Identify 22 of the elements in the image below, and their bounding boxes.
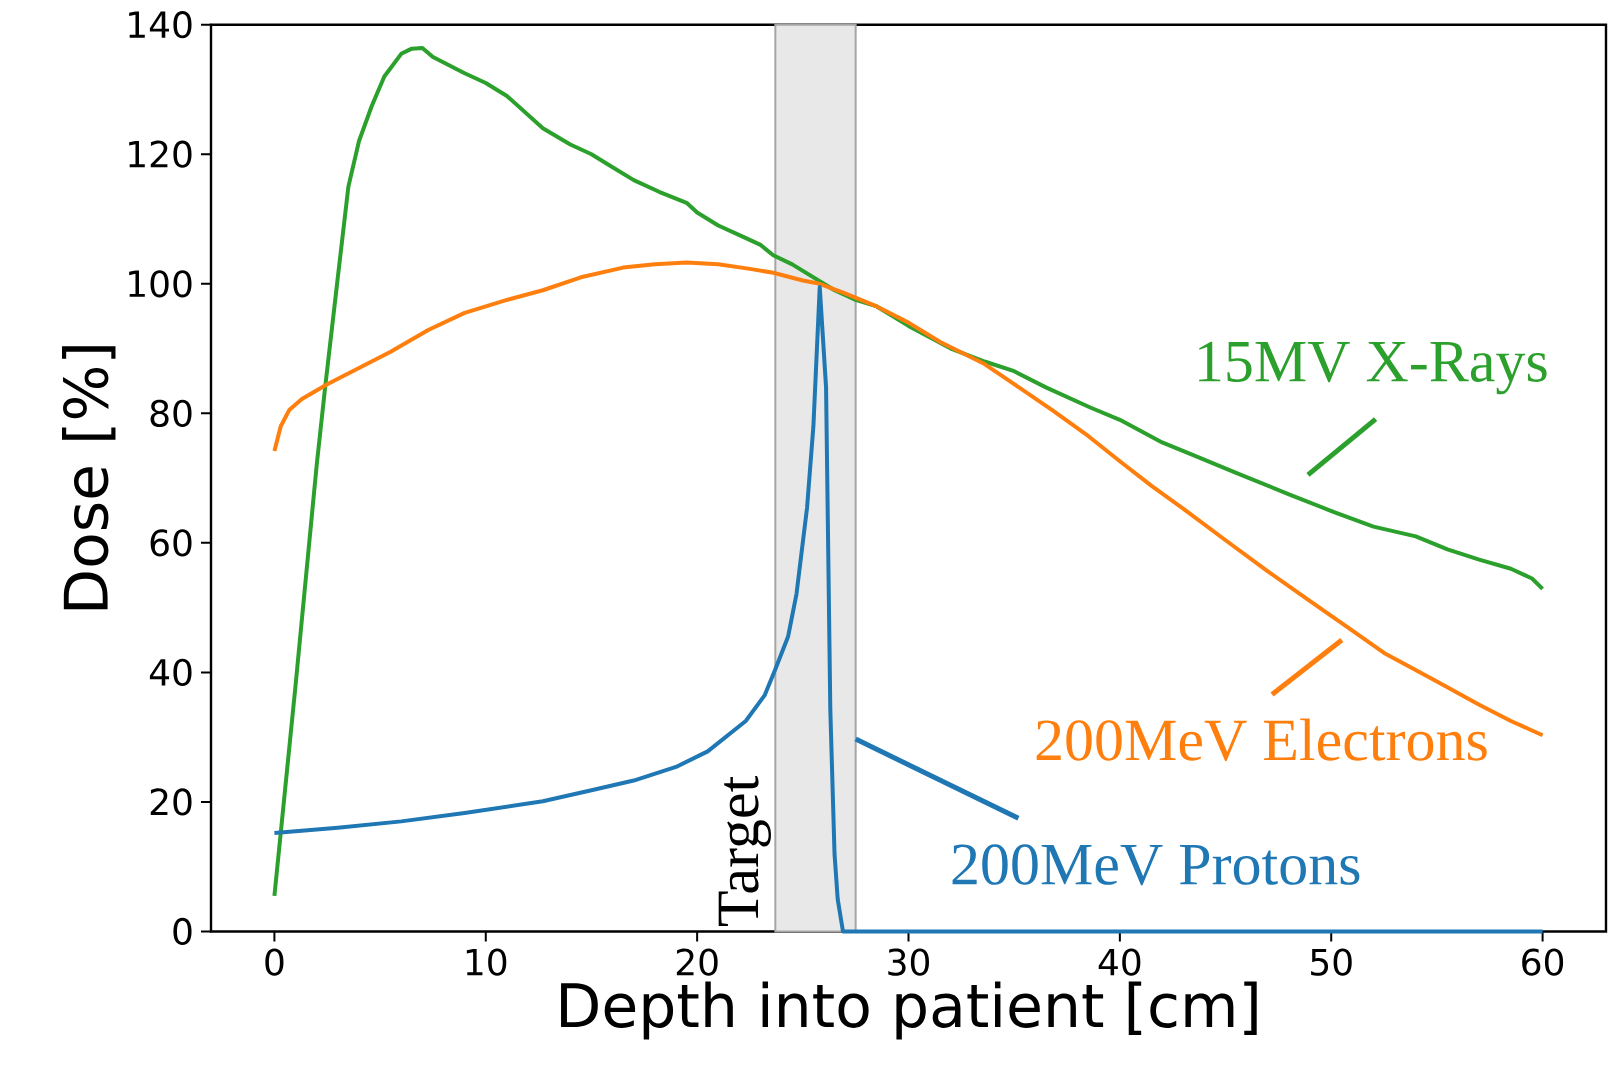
y-tick-label: 140 (129, 11, 192, 39)
y-axis-title: Dose [%] (62, 346, 116, 610)
x-tick-label: 20 (676, 948, 718, 976)
line-series (272, 285, 1545, 934)
legend-label: 200MeV Electrons (1036, 718, 1487, 762)
y-tick-label: 100 (129, 270, 192, 298)
legend-label: 200MeV Protons (952, 844, 1360, 886)
x-tick-label: 60 (1522, 948, 1564, 976)
x-tick-label: 0 (265, 948, 284, 976)
series-label: 15MV X-Rays (1199, 341, 1547, 395)
x-tick-label: 40 (1098, 948, 1141, 976)
y-tick-label: 20 (150, 788, 192, 816)
band-label: Target (718, 776, 771, 926)
x-tick-label: 50 (1311, 948, 1352, 976)
x-tick-label: 10 (466, 948, 507, 976)
y-tick-label: 40 (149, 658, 192, 686)
x-axis-title: Depth into patient [cm] (561, 981, 1257, 1040)
y-tick-label: 80 (150, 399, 192, 427)
y-tick-label: 0 (173, 917, 192, 946)
y-tick-label: 120 (129, 140, 192, 168)
x-tick-label: 30 (888, 948, 929, 976)
y-tick-label: 60 (150, 529, 192, 557)
